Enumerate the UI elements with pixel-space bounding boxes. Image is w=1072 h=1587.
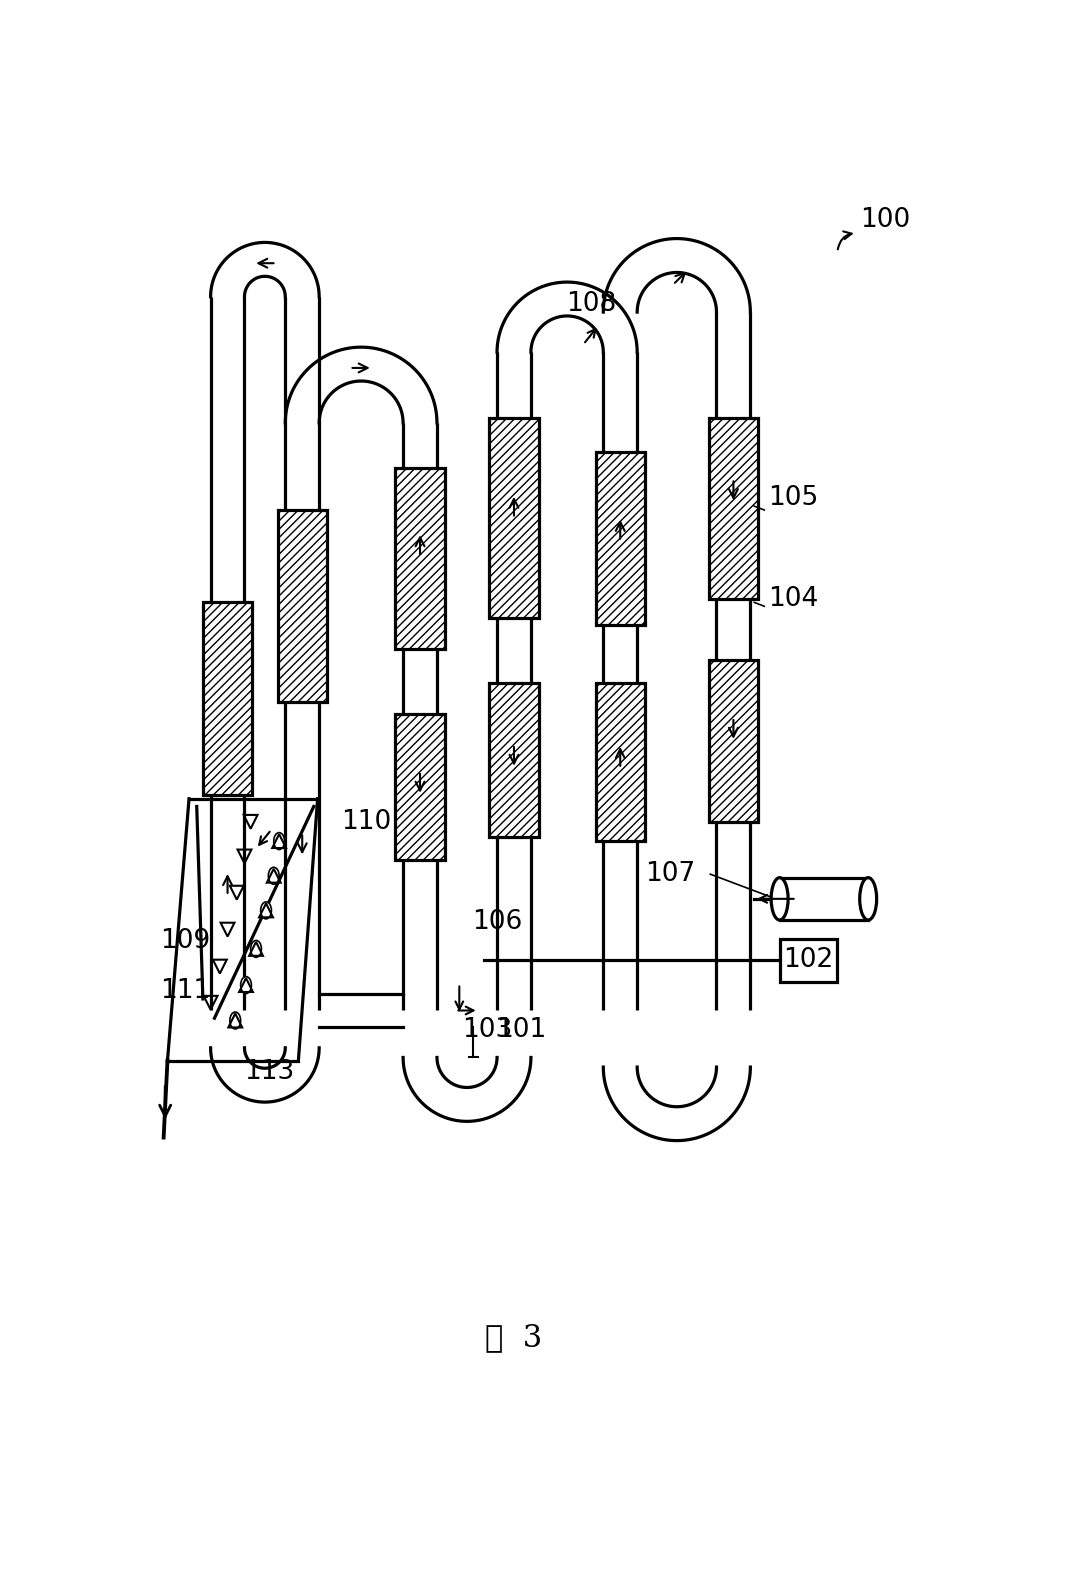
Ellipse shape bbox=[251, 941, 262, 957]
Text: 104: 104 bbox=[768, 586, 818, 611]
Text: 图  3: 图 3 bbox=[486, 1322, 542, 1354]
Ellipse shape bbox=[229, 1013, 240, 1028]
Text: 110: 110 bbox=[341, 809, 391, 835]
Bar bbox=[396, 714, 445, 860]
Bar bbox=[709, 417, 758, 598]
Text: 100: 100 bbox=[861, 206, 911, 233]
Text: 105: 105 bbox=[768, 486, 818, 511]
Ellipse shape bbox=[240, 976, 252, 993]
Ellipse shape bbox=[771, 878, 788, 920]
Bar bbox=[396, 468, 445, 649]
Ellipse shape bbox=[860, 878, 877, 920]
Text: 106: 106 bbox=[472, 909, 522, 935]
Bar bbox=[489, 684, 538, 838]
Bar bbox=[779, 878, 868, 920]
Bar bbox=[779, 940, 837, 982]
Text: 113: 113 bbox=[244, 1059, 295, 1086]
Ellipse shape bbox=[260, 901, 271, 919]
Bar bbox=[709, 660, 758, 822]
Text: 101: 101 bbox=[496, 1017, 547, 1043]
Ellipse shape bbox=[273, 833, 284, 849]
Ellipse shape bbox=[268, 867, 279, 884]
Text: 111: 111 bbox=[160, 978, 210, 1005]
Text: 107: 107 bbox=[645, 862, 695, 887]
Bar bbox=[489, 417, 538, 617]
Bar bbox=[596, 684, 645, 841]
Bar bbox=[278, 509, 327, 703]
Bar bbox=[596, 452, 645, 625]
Text: 108: 108 bbox=[566, 292, 616, 317]
Bar bbox=[203, 603, 252, 795]
Text: 103: 103 bbox=[462, 1017, 512, 1043]
Text: 109: 109 bbox=[160, 928, 210, 954]
Text: 102: 102 bbox=[784, 947, 834, 973]
